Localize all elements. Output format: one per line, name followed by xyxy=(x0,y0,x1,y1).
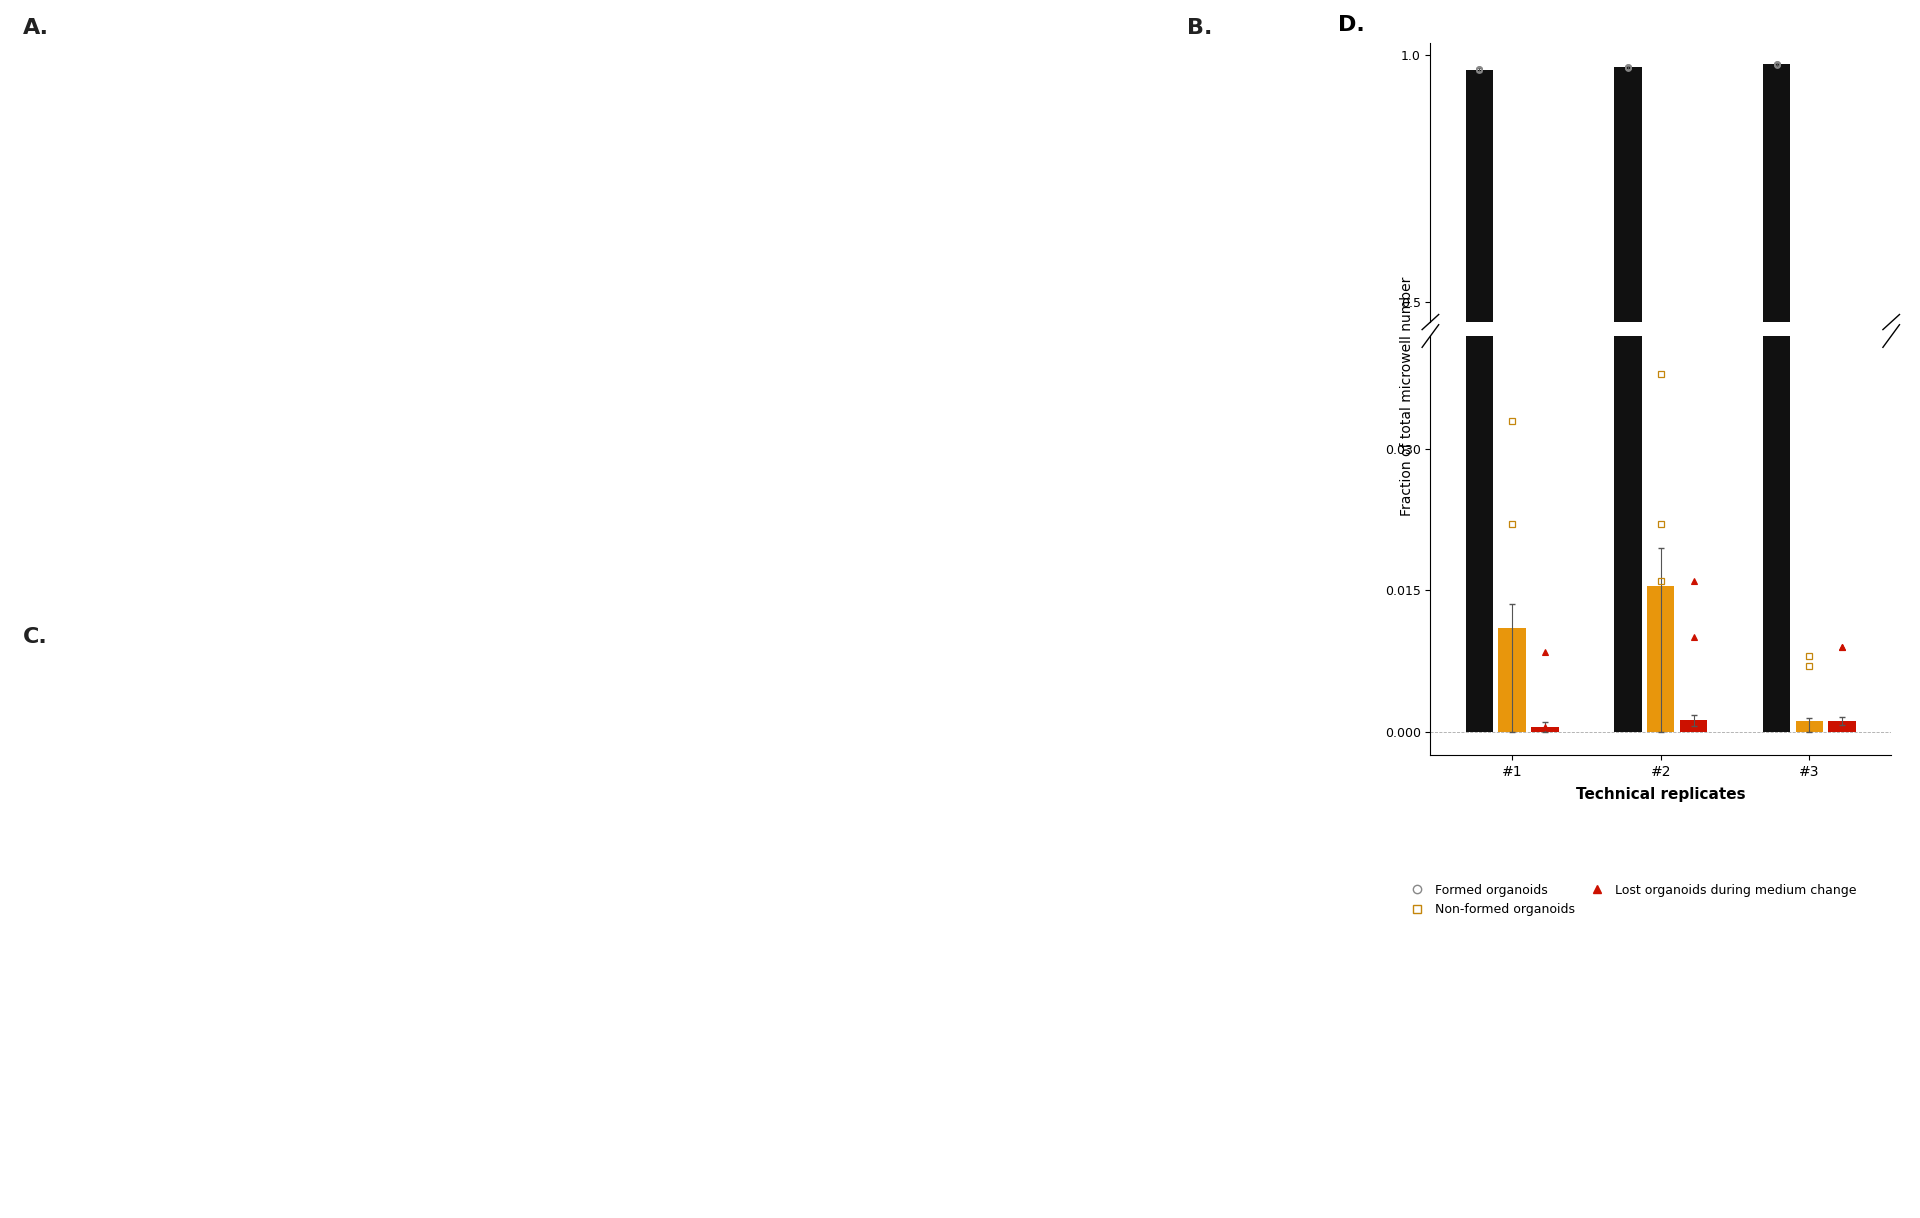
Bar xyxy=(1530,727,1559,732)
Bar xyxy=(1615,67,1642,549)
Bar xyxy=(1615,0,1642,732)
Bar xyxy=(1763,65,1791,549)
Bar xyxy=(1465,0,1494,732)
X-axis label: Technical replicates: Technical replicates xyxy=(1576,787,1745,803)
Bar xyxy=(1647,586,1674,732)
Bar xyxy=(1498,628,1526,732)
Legend: Formed organoids, Non-formed organoids, Lost organoids during medium change: Formed organoids, Non-formed organoids, … xyxy=(1400,878,1860,921)
Bar xyxy=(1498,544,1526,549)
Bar xyxy=(1647,542,1674,549)
Text: D.: D. xyxy=(1338,15,1365,34)
Text: B.: B. xyxy=(1187,18,1212,38)
Bar xyxy=(1465,69,1494,549)
Text: Fraction of total microwell number: Fraction of total microwell number xyxy=(1400,276,1415,515)
Bar xyxy=(1680,720,1707,732)
Bar xyxy=(1795,721,1824,732)
Bar xyxy=(1763,0,1791,732)
Text: A.: A. xyxy=(23,18,50,38)
Bar xyxy=(1828,721,1857,732)
Text: C.: C. xyxy=(23,627,48,647)
